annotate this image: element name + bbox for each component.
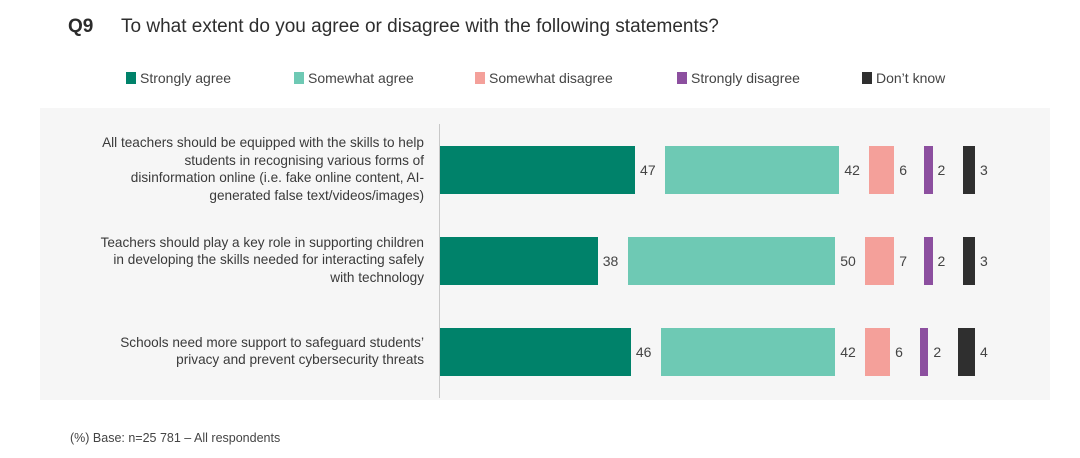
row-label-line: All teachers should be equipped with the… <box>102 135 424 150</box>
value-label-strongly-agree: 47 <box>640 162 656 178</box>
row-label-line: privacy and prevent cybersecurity threat… <box>176 352 424 367</box>
bar-dont-know <box>962 237 975 285</box>
legend-swatch <box>294 72 304 84</box>
bar-somewhat-agree <box>660 328 836 376</box>
bar-dont-know <box>962 146 975 194</box>
legend-item-strongly-agree: Strongly agree <box>126 69 231 87</box>
bar-somewhat-disagree <box>865 328 891 376</box>
value-label-dont-know: 3 <box>980 253 988 269</box>
base-footnote: (%) Base: n=25 781 – All respondents <box>70 431 281 445</box>
legend-label: Somewhat agree <box>308 70 414 86</box>
value-label-somewhat-disagree: 6 <box>899 162 908 178</box>
bar-dont-know <box>958 328 975 376</box>
row-label-line: with technology <box>330 269 424 285</box>
bar-somewhat-agree <box>665 146 840 194</box>
legend-swatch <box>677 72 687 84</box>
value-label-somewhat-disagree: 6 <box>895 344 903 360</box>
row-label: Teachers should play a key role in suppo… <box>40 234 424 287</box>
legend-label: Strongly disagree <box>691 70 800 86</box>
row-label-line: Teachers should play a key role in suppo… <box>100 234 424 250</box>
chart-axis-line <box>439 124 440 398</box>
row-label-line: students in recognising various forms of <box>184 152 424 168</box>
value-label-strongly-agree: 38 <box>602 253 619 269</box>
legend-item-somewhat-disagree: Somewhat disagree <box>475 69 613 87</box>
value-label-somewhat-disagree: 7 <box>899 253 908 269</box>
bar-strongly-disagree <box>920 328 929 376</box>
legend-label: Somewhat disagree <box>489 70 613 86</box>
legend-swatch <box>475 72 485 84</box>
bar-somewhat-disagree <box>865 237 895 285</box>
question-number: Q9 <box>68 16 94 37</box>
question-text: To what extent do you agree or disagree … <box>121 16 719 37</box>
legend-swatch <box>862 72 872 84</box>
legend-label: Strongly agree <box>140 70 232 86</box>
bar-strongly-agree <box>440 328 631 376</box>
value-label-somewhat-agree: 42 <box>840 344 856 360</box>
value-label-strongly-agree: 46 <box>635 344 652 360</box>
row-label-line: in developing the skills needed for inte… <box>113 252 424 268</box>
value-label-dont-know: 3 <box>980 162 988 178</box>
legend-label: Don’t know <box>876 70 946 86</box>
row-label-line: generated false text/videos/images) <box>209 187 424 203</box>
bar-strongly-agree <box>440 146 636 194</box>
bar-strongly-disagree <box>924 146 933 194</box>
bar-somewhat-agree <box>627 237 836 285</box>
value-label-dont-know: 4 <box>980 344 988 360</box>
legend-swatch <box>126 72 136 84</box>
value-label-strongly-disagree: 2 <box>937 162 946 178</box>
legend-item-dont-know: Don’t know <box>862 69 945 87</box>
row-label: All teachers should be equipped with the… <box>40 134 424 204</box>
bar-strongly-agree <box>440 237 598 285</box>
row-label: Schools need more support to safeguard s… <box>40 334 424 369</box>
row-label-line: disinformation online (i.e. fake online … <box>130 170 424 185</box>
value-label-strongly-disagree: 2 <box>937 253 946 269</box>
row-label-line: Schools need more support to safeguard s… <box>120 334 424 350</box>
legend-item-strongly-disagree: Strongly disagree <box>677 69 800 87</box>
value-label-somewhat-agree: 42 <box>844 162 860 178</box>
value-label-somewhat-agree: 50 <box>840 253 856 269</box>
value-label-strongly-disagree: 2 <box>933 344 942 360</box>
bar-strongly-disagree <box>924 237 933 285</box>
bar-somewhat-disagree <box>869 146 895 194</box>
legend-item-somewhat-agree: Somewhat agree <box>294 69 414 87</box>
